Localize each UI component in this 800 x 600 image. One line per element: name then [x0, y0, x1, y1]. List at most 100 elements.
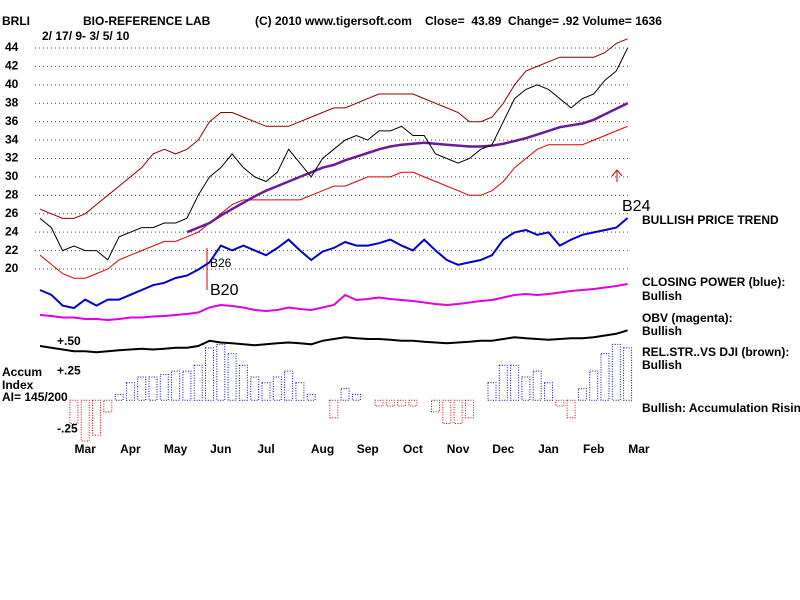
y-tick-label: 30 [5, 169, 19, 183]
bar [295, 382, 305, 401]
x-tick-label: Feb [583, 442, 604, 456]
y-tick-label: 22 [5, 243, 19, 257]
y-tick-label: +.50 [57, 334, 81, 348]
series-line [39, 283, 628, 322]
chart-title: BIO-REFERENCE LAB [83, 14, 211, 28]
bar [171, 370, 181, 401]
series-line [39, 329, 628, 354]
y-tick-label: 26 [5, 206, 19, 220]
stats: Close= 43.89 Change= .92 Volume= 1636 [425, 14, 662, 28]
x-tick-label: Apr [120, 442, 141, 456]
x-tick-label: Sep [357, 442, 379, 456]
annotation: B26 [210, 256, 232, 270]
bar [272, 376, 282, 401]
bar [555, 399, 565, 407]
bar [125, 382, 135, 401]
bar [532, 370, 542, 401]
bar [498, 364, 508, 401]
x-tick-label: Mar [75, 442, 97, 456]
bar [351, 393, 361, 401]
bar [611, 343, 621, 401]
annotation: B24 [622, 198, 651, 215]
bar [566, 399, 576, 419]
x-tick-label: Aug [311, 442, 334, 456]
bar [80, 399, 90, 442]
x-tick-label: Mar [628, 442, 650, 456]
arrow [611, 169, 623, 182]
bar [374, 399, 384, 407]
bar [510, 364, 520, 401]
bar [521, 376, 531, 401]
bar [453, 399, 463, 425]
y-tick-label: 20 [5, 261, 19, 275]
x-tick-label: Jun [210, 442, 231, 456]
bar [329, 399, 339, 419]
bar [623, 347, 633, 401]
bar [340, 388, 350, 401]
bar [589, 370, 599, 401]
y-tick-label: 24 [5, 224, 19, 238]
series-line [39, 47, 629, 261]
x-tick-label: Oct [403, 442, 423, 456]
bar [577, 388, 587, 401]
bar [137, 376, 147, 401]
x-tick-label: May [164, 442, 188, 456]
y-tick-label: 36 [5, 114, 19, 128]
series-line [186, 102, 629, 234]
x-tick-label: Jul [257, 442, 274, 456]
bar [216, 343, 226, 401]
accum-label: Index [2, 378, 34, 392]
annotation: BULLISH PRICE TREND [642, 213, 779, 227]
y-tick-label: 32 [5, 151, 19, 165]
bar [397, 399, 407, 407]
bar [92, 399, 101, 436]
bar [238, 364, 248, 401]
copyright: (C) 2010 www.tigersoft.com [255, 14, 412, 28]
legend-label: OBV (magenta): [642, 311, 733, 325]
bar [261, 382, 271, 401]
y-tick-label: 44 [5, 40, 19, 54]
series-line [39, 125, 628, 279]
y-tick-label: 40 [5, 77, 19, 91]
series-line [39, 38, 628, 219]
y-tick-label: 38 [5, 95, 19, 109]
accum-label: Accum [2, 365, 42, 379]
bar [284, 370, 294, 401]
y-tick-label: 28 [5, 188, 19, 202]
annotation: B20 [210, 282, 239, 299]
accum-note: Bullish: Accumulation Rising [642, 401, 800, 415]
bar [385, 399, 395, 407]
series-line [39, 217, 629, 310]
x-tick-label: Nov [447, 442, 470, 456]
legend-label: CLOSING POWER (blue): [642, 275, 785, 289]
bar [431, 399, 440, 413]
bar [250, 376, 260, 401]
bar [464, 399, 474, 419]
y-tick-label: 34 [5, 132, 19, 146]
legend-label: REL.STR..VS DJI (brown): [642, 345, 789, 359]
x-tick-label: Dec [492, 442, 514, 456]
accum-label: AI= 145/200 [2, 390, 68, 404]
bar [69, 399, 79, 425]
bar [205, 347, 214, 401]
y-tick-label: -.25 [57, 422, 78, 436]
bar [114, 393, 124, 401]
bar [182, 370, 192, 401]
legend-verdict: Bullish [642, 289, 682, 303]
bar [600, 353, 610, 401]
bar [103, 399, 113, 413]
ticker: BRLI [2, 14, 30, 28]
bar [544, 382, 553, 401]
legend-verdict: Bullish [642, 358, 682, 372]
y-tick-label: 42 [5, 59, 19, 73]
subtitle: 2/ 17/ 9- 3/ 5/ 10 [42, 29, 130, 43]
bar [442, 399, 452, 425]
bar [193, 364, 203, 401]
bar [408, 399, 418, 407]
x-tick-label: Jan [538, 442, 559, 456]
bar [159, 374, 169, 401]
bar [487, 382, 497, 401]
legend-verdict: Bullish [642, 324, 682, 338]
y-tick-label: +.25 [57, 363, 81, 377]
